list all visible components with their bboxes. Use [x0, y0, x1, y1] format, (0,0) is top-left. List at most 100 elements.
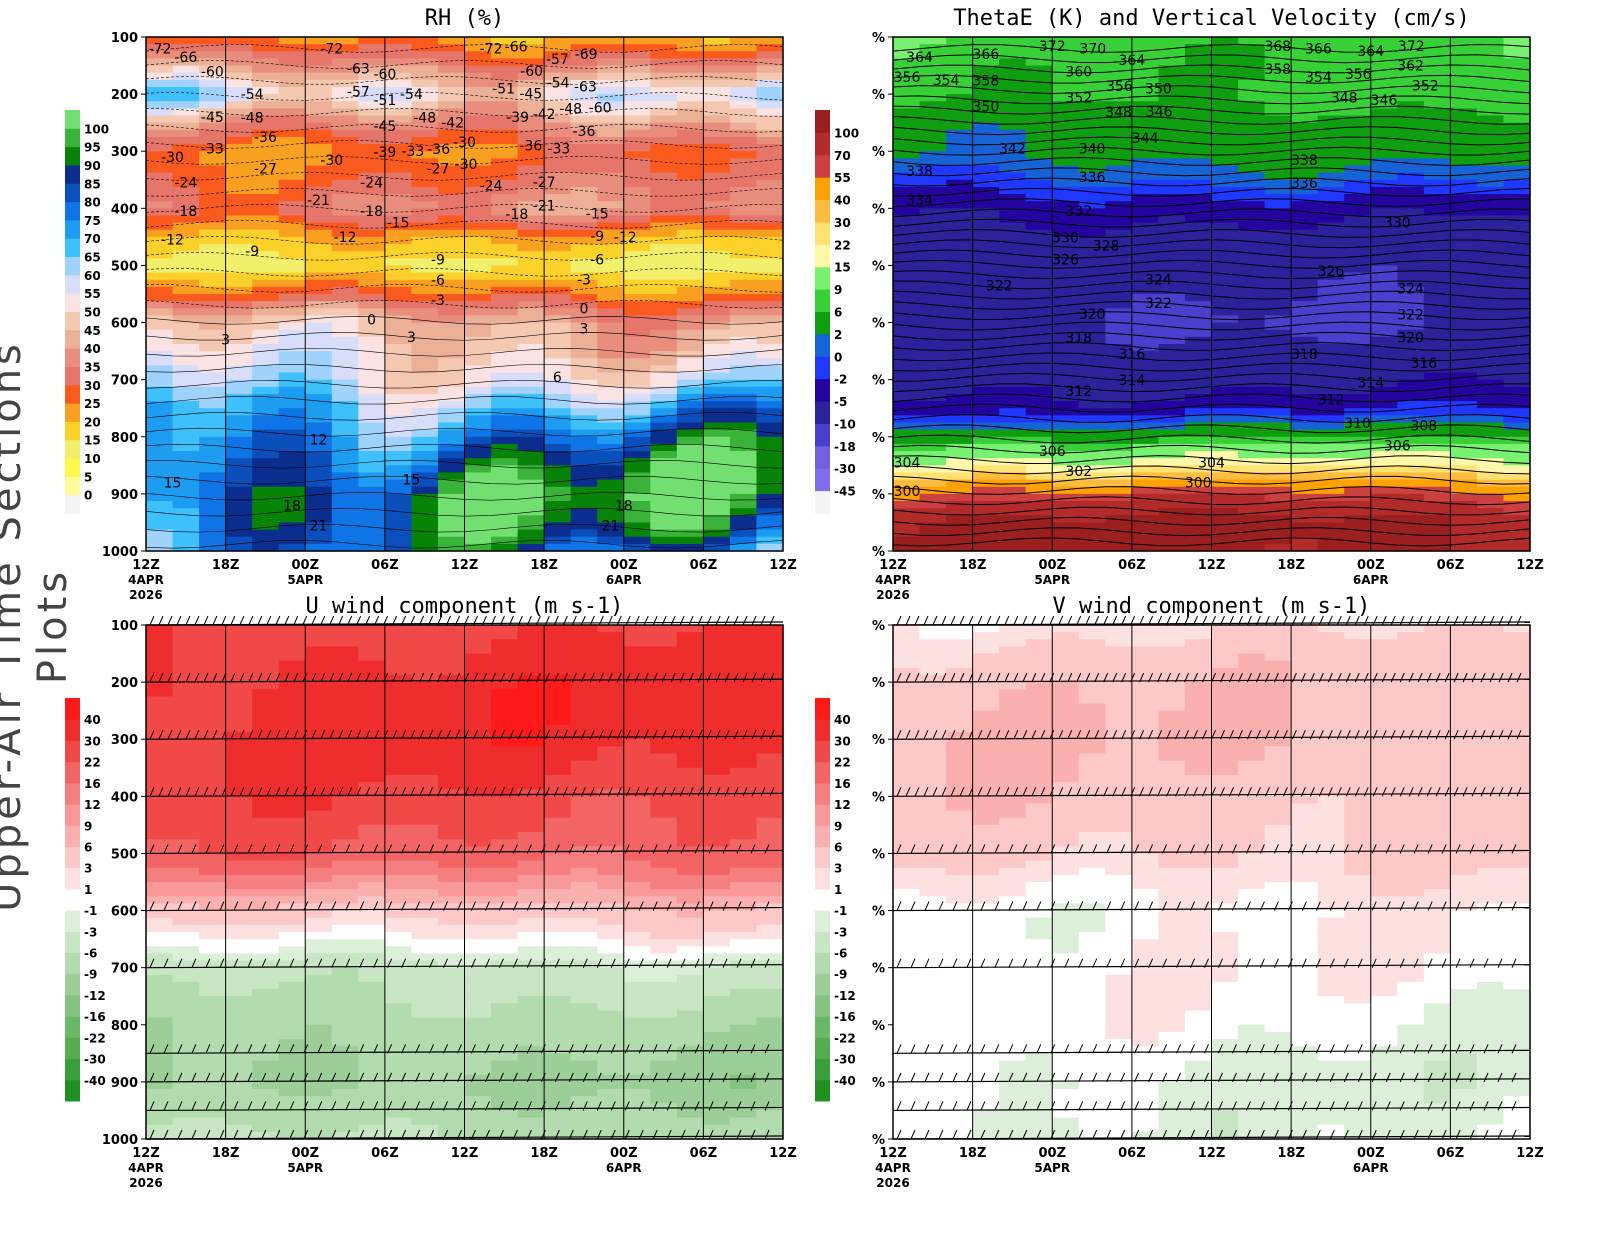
- contour-cell: [1238, 493, 1266, 502]
- contour-cell: [1184, 422, 1213, 431]
- contour-cell: [437, 393, 466, 402]
- contour-cell: [146, 646, 174, 655]
- contour-cell: [1158, 272, 1186, 281]
- colorbar-swatch: [65, 403, 80, 422]
- contour-cell: [650, 896, 678, 905]
- contour-cell: [146, 660, 174, 669]
- contour-cell: [729, 882, 758, 890]
- contour-cell: [331, 824, 359, 833]
- contour-cell: [623, 536, 651, 545]
- contour-cell: [331, 767, 359, 776]
- contour-cell: [225, 51, 253, 60]
- contour-cell: [1344, 165, 1372, 174]
- contour-cell: [464, 646, 492, 655]
- contour-cell: [464, 358, 492, 366]
- colorbar-swatch: [815, 110, 830, 133]
- contour-cell: [517, 810, 545, 819]
- contour-cell: [1264, 44, 1292, 52]
- contour-cell: [491, 44, 519, 52]
- contour-cell: [411, 129, 439, 138]
- contour-cell: [650, 429, 678, 438]
- contour-label: 300: [894, 484, 921, 500]
- contour-label: 364: [1357, 44, 1384, 60]
- contour-cell: [358, 782, 386, 790]
- contour-cell: [1025, 336, 1053, 345]
- contour-cell: [437, 58, 466, 67]
- contour-cell: [1291, 86, 1319, 95]
- contour-cell: [464, 215, 492, 224]
- contour-cell: [331, 739, 359, 747]
- contour-cell: [703, 79, 731, 88]
- contour-cell: [437, 136, 466, 145]
- chart-panel-3: U wind component (m s-1)12Z 18Z 00Z 06Z 12Z 1…: [65, 594, 797, 1190]
- contour-cell: [650, 172, 678, 181]
- contour-cell: [1503, 37, 1531, 45]
- contour-line: [892, 496, 1531, 506]
- contour-cell: [893, 101, 921, 109]
- contour-cell: [1264, 308, 1292, 317]
- contour-cell: [146, 767, 174, 776]
- contour-cell: [972, 272, 1000, 281]
- contour-cell: [437, 158, 466, 167]
- contour-cell: [703, 151, 731, 159]
- contour-cell: [252, 824, 280, 833]
- contour-cell: [358, 639, 386, 648]
- contour-cell: [464, 279, 492, 288]
- contour-cell: [676, 108, 704, 117]
- contour-cell: [544, 760, 572, 769]
- contour-cell: [1105, 172, 1133, 181]
- contour-cell: [358, 803, 386, 812]
- contour-cell: [623, 365, 651, 374]
- contour-cell: [305, 44, 333, 52]
- contour-cell: [384, 279, 413, 288]
- contour-cell: [411, 946, 439, 954]
- contour-cell: [893, 44, 921, 52]
- contour-cell: [597, 682, 625, 690]
- contour-cell: [384, 760, 413, 769]
- contour-cell: [491, 667, 519, 676]
- contour-line: [145, 188, 784, 197]
- contour-cell: [703, 415, 731, 424]
- contour-cell: [1423, 515, 1451, 524]
- contour-cell: [703, 882, 731, 890]
- contour-cell: [331, 703, 359, 712]
- contour-cell: [199, 358, 227, 366]
- contour-cell: [358, 703, 386, 712]
- contour-cell: [1264, 186, 1292, 195]
- contour-cell: [358, 258, 386, 267]
- contour-cell: [305, 65, 333, 74]
- contour-cell: [331, 165, 359, 174]
- contour-cell: [517, 853, 545, 862]
- contour-cell: [278, 639, 306, 648]
- contour-label: -45: [201, 110, 224, 126]
- contour-cell: [1131, 422, 1160, 431]
- contour-cell: [278, 960, 306, 969]
- contour-cell: [597, 536, 625, 545]
- x-tick-label: 12Z: [1516, 558, 1544, 573]
- contour-cell: [544, 443, 572, 452]
- contour-cell: [411, 696, 439, 705]
- contour-cell: [972, 201, 1000, 209]
- contour-cell: [1158, 336, 1186, 345]
- contour-cell: [278, 860, 306, 869]
- contour-cell: [597, 896, 625, 905]
- contour-cell: [1397, 122, 1425, 131]
- contour-cell: [1291, 251, 1319, 259]
- contour-cell: [650, 258, 678, 267]
- contour-cell: [358, 79, 386, 88]
- contour-cell: [570, 796, 598, 805]
- contour-cell: [544, 689, 572, 697]
- contour-cell: [650, 946, 678, 954]
- contour-cell: [1184, 194, 1213, 202]
- contour-cell: [1158, 144, 1186, 152]
- contour-cell: [199, 101, 227, 109]
- contour-cell: [1291, 144, 1319, 152]
- contour-cell: [225, 903, 253, 912]
- contour-cell: [199, 86, 227, 95]
- contour-cell: [225, 939, 253, 947]
- contour-cell: [278, 94, 306, 102]
- contour-cell: [172, 660, 200, 669]
- contour-cell: [1450, 358, 1478, 366]
- contour-cell: [411, 882, 439, 890]
- contour-cell: [597, 329, 625, 338]
